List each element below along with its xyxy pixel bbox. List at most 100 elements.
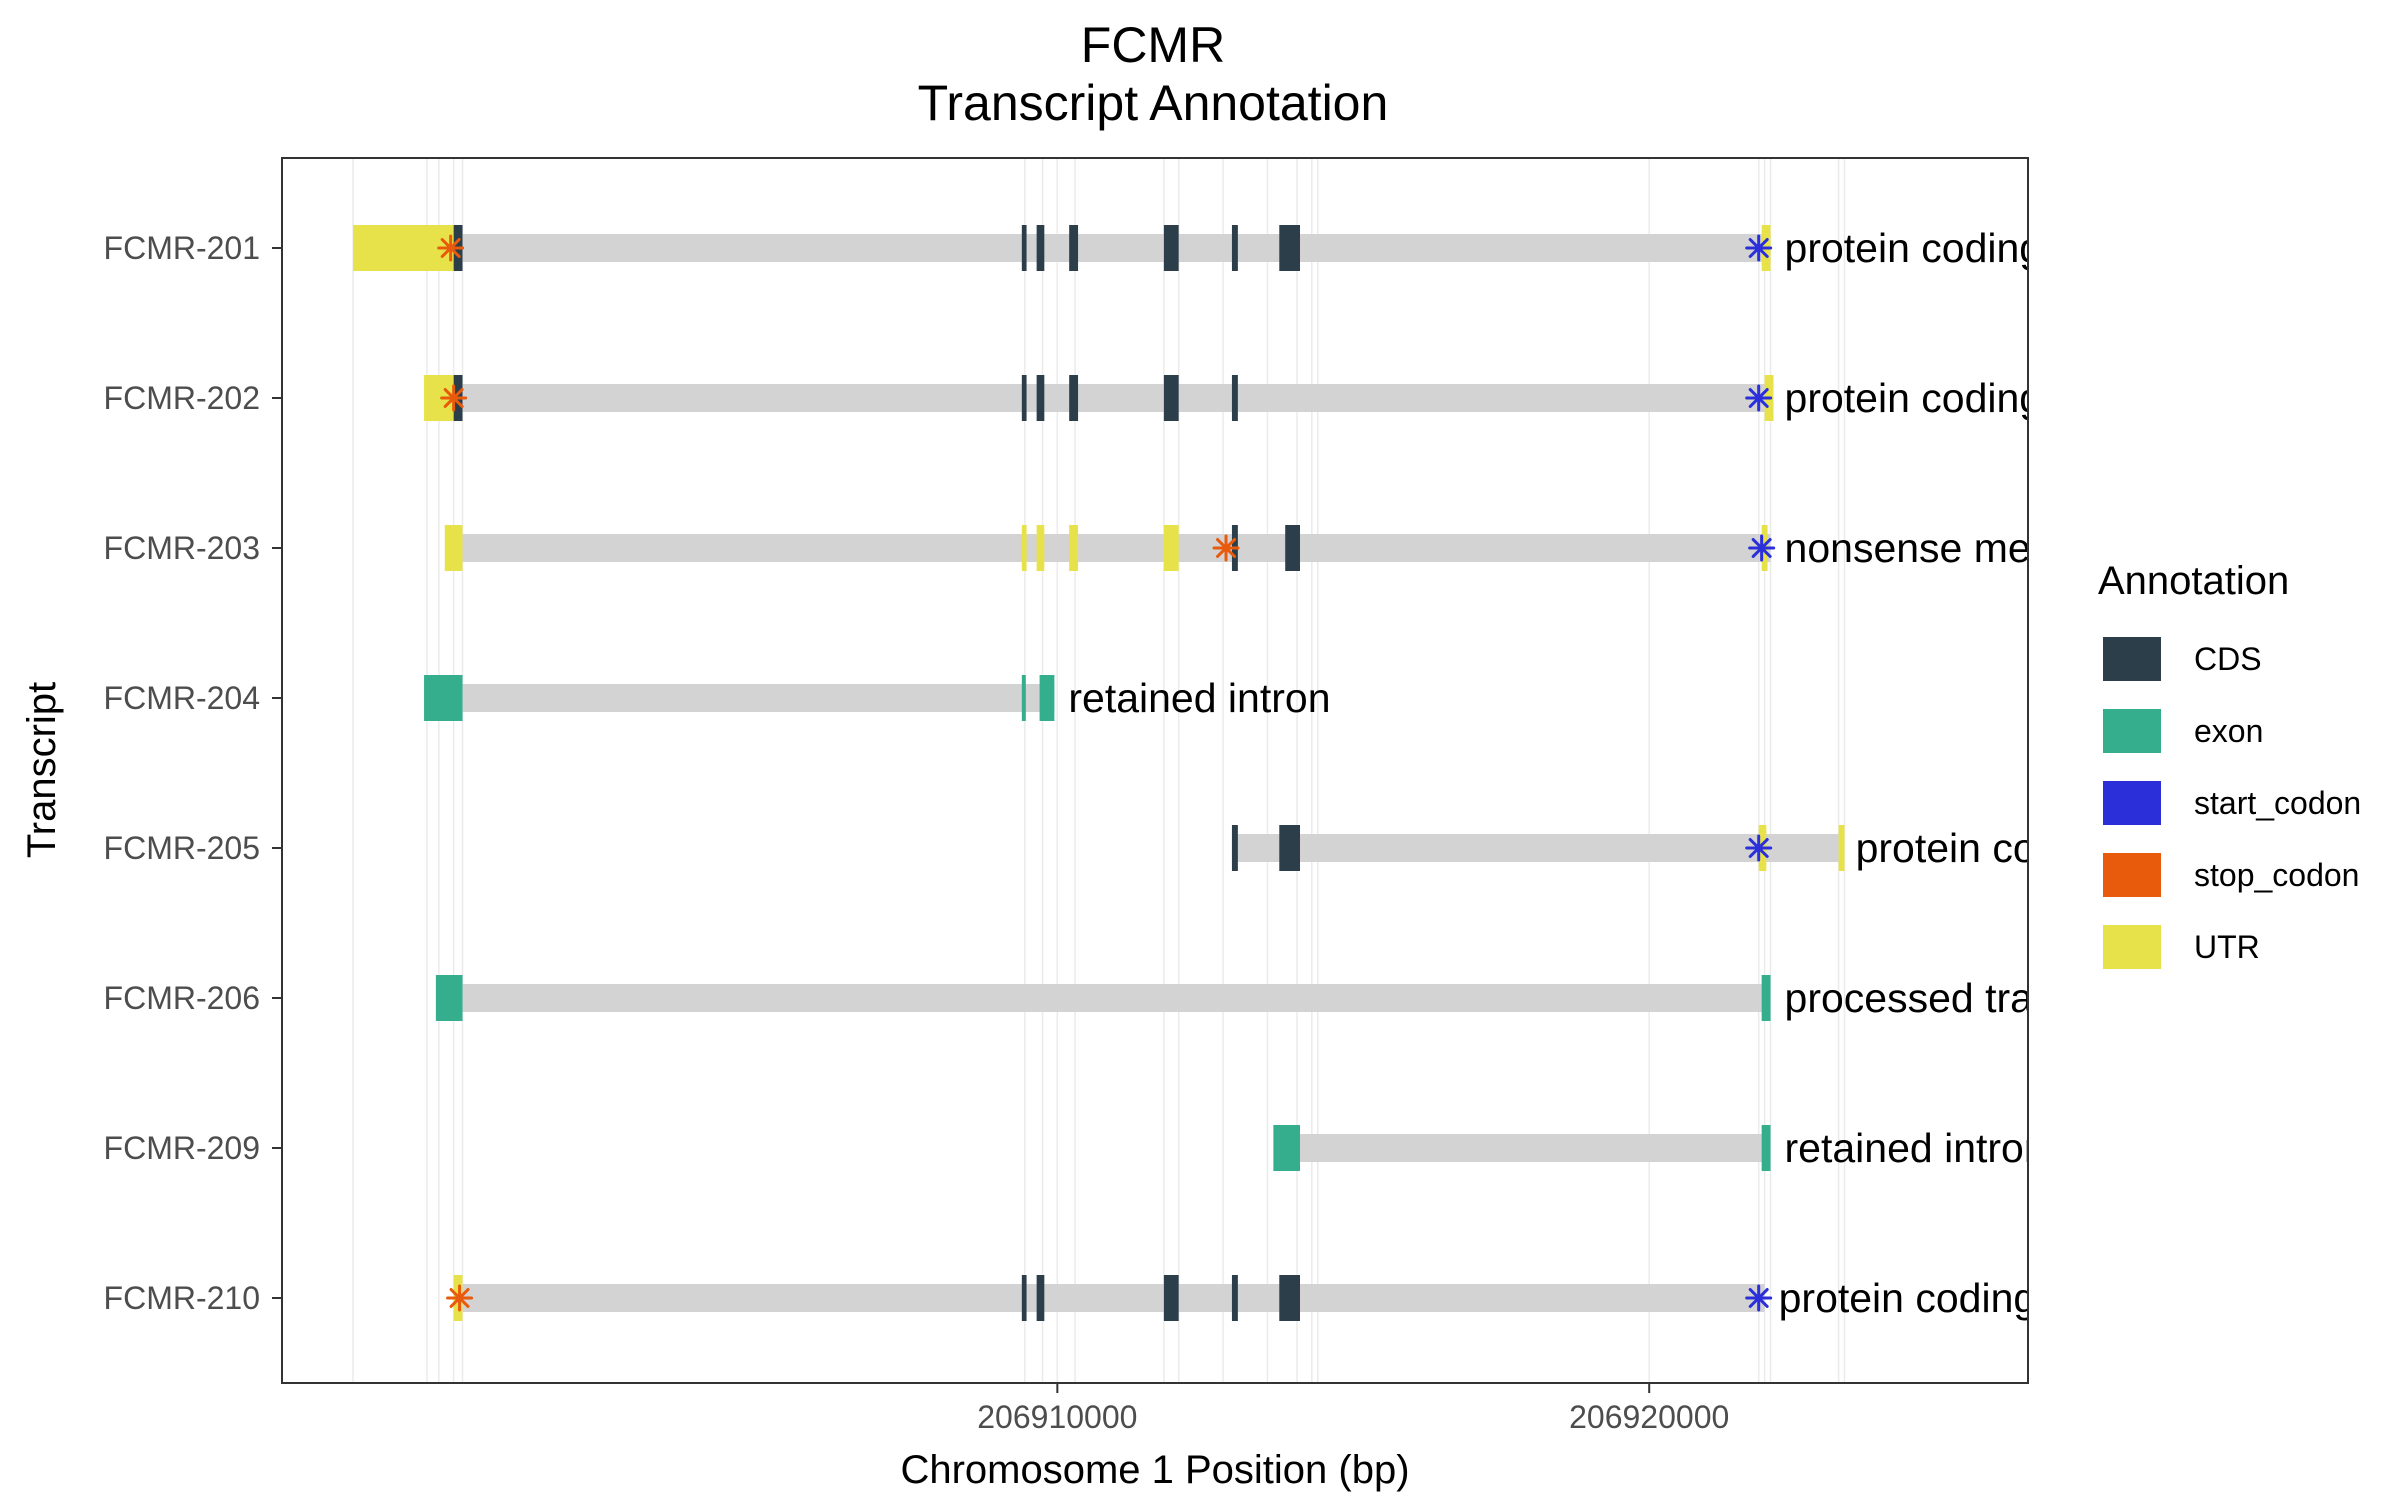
exon-block (1039, 675, 1055, 721)
legend-key-stop-codon (2103, 853, 2161, 897)
y-tick-label: FCMR-210 (104, 1280, 260, 1316)
cds-block (1279, 825, 1301, 871)
stop-codon-marker (446, 1284, 474, 1312)
biotype-label: processed transcript (1785, 975, 2155, 1021)
cds-block (1231, 375, 1238, 421)
legend-item: start_codon (2103, 781, 2361, 825)
transcript-tracks: protein coding retained intron processed t… (353, 225, 2264, 1321)
legend-label: stop_codon (2194, 857, 2359, 893)
legend-title: Annotation (2098, 559, 2289, 603)
plot-panel-background (282, 158, 2028, 1383)
plot-panel-border (281, 157, 2029, 1384)
y-tick-label: FCMR-206 (104, 980, 260, 1016)
legend-key-cds (2103, 637, 2161, 681)
biotype-label: protein coding (1856, 825, 2114, 871)
legend-key-utr (2103, 925, 2161, 969)
chart-title: FCMR (1081, 17, 1225, 73)
start-codon-marker (1745, 834, 1773, 862)
cds-block (1021, 225, 1027, 271)
cds-block (1036, 225, 1045, 271)
cds-block (1069, 375, 1079, 421)
legend-key-exon (2103, 709, 2161, 753)
start-codon-marker (1745, 384, 1773, 412)
intron-line (462, 684, 1055, 712)
biotype-label: retained intron (1068, 675, 1330, 721)
y-tick-label: FCMR-204 (104, 680, 260, 716)
cds-block (1163, 375, 1179, 421)
legend-label: start_codon (2194, 785, 2361, 821)
y-tick-label: FCMR-205 (104, 830, 260, 866)
biotype-label: protein coding (1779, 1275, 2037, 1321)
transcript-track: protein coding (353, 225, 2043, 271)
intron-line (1300, 1134, 1771, 1162)
cds-block (1036, 1275, 1045, 1321)
y-tick-label: FCMR-209 (104, 1130, 260, 1166)
cds-block (1231, 825, 1238, 871)
start-codon-marker (1745, 234, 1773, 262)
cds-block (1231, 225, 1238, 271)
transcript-track: protein coding (446, 1275, 2037, 1321)
cds-block (1021, 375, 1027, 421)
exon-block (1273, 1125, 1301, 1171)
x-tick-label: 206910000 (977, 1399, 1137, 1435)
cds-block (1279, 1275, 1301, 1321)
y-tick-label: FCMR-201 (104, 230, 260, 266)
cds-block (1279, 225, 1301, 271)
biotype-label: nonsense mediated decay (1785, 525, 2264, 571)
intron-line (462, 534, 1771, 562)
y-axis: FCMR-210 FCMR-209 FCMR-206 FCMR-205 FCMR-204… (104, 230, 282, 1316)
utr-block (1838, 825, 1845, 871)
stop-codon-marker (437, 234, 465, 262)
legend: Annotation CDS exon start_codon stop_codon U… (2098, 559, 2361, 969)
intron-line (462, 234, 1771, 262)
cds-block (1163, 1275, 1179, 1321)
intron-line (462, 384, 1771, 412)
cds-block (1163, 225, 1179, 271)
transcript-track: protein coding (1231, 825, 2114, 871)
biotype-label: protein coding (1785, 225, 2043, 271)
cds-block (1069, 225, 1079, 271)
y-tick-label: FCMR-202 (104, 380, 260, 416)
y-axis-title: Transcript (20, 682, 64, 858)
legend-label: CDS (2194, 641, 2262, 677)
legend-item: UTR (2103, 925, 2260, 969)
exon-block (435, 975, 463, 1021)
utr-block (1036, 525, 1045, 571)
biotype-label: protein coding (1785, 375, 2043, 421)
cds-block (1285, 525, 1301, 571)
exon-block (1761, 975, 1771, 1021)
exon-block (1761, 1125, 1771, 1171)
start-codon-marker (1745, 1284, 1773, 1312)
x-axis: 206910000 206920000 (977, 1383, 1729, 1435)
utr-block (1021, 525, 1027, 571)
stop-codon-marker (1212, 534, 1240, 562)
exon-block (1021, 675, 1026, 721)
legend-label: exon (2194, 713, 2263, 749)
utr-block (1163, 525, 1179, 571)
intron-line (462, 1284, 1765, 1312)
biotype-label: retained intron (1785, 1125, 2047, 1171)
transcript-track: protein coding (424, 375, 2043, 421)
legend-label: UTR (2194, 929, 2260, 965)
start-codon-marker (1748, 534, 1776, 562)
transcript-track: nonsense mediated decay (444, 525, 2264, 571)
intron-line (1231, 834, 1842, 862)
gridlines (352, 158, 1846, 1383)
y-tick-label: FCMR-203 (104, 530, 260, 566)
cds-block (1231, 1275, 1238, 1321)
chart-subtitle: Transcript Annotation (918, 75, 1389, 131)
legend-item: stop_codon (2103, 853, 2359, 897)
transcript-track: processed transcript (435, 975, 2155, 1021)
transcript-track: retained intron (1273, 1125, 2047, 1171)
utr-block (444, 525, 463, 571)
stop-codon-marker (440, 384, 468, 412)
utr-block (353, 225, 454, 271)
x-tick-label: 206920000 (1569, 1399, 1729, 1435)
legend-item: exon (2103, 709, 2263, 753)
intron-line (462, 984, 1771, 1012)
transcript-track: retained intron (424, 675, 1331, 721)
legend-key-start-codon (2103, 781, 2161, 825)
legend-item: CDS (2103, 637, 2262, 681)
cds-block (1036, 375, 1045, 421)
